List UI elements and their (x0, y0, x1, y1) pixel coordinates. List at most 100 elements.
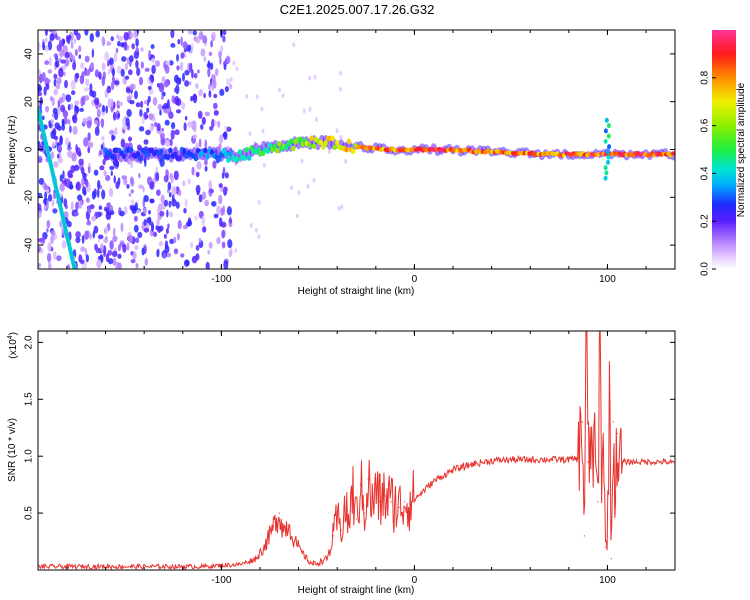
spectrogram-speckle (211, 118, 215, 128)
spectrogram-speckle (212, 160, 217, 169)
spectrogram-speckle (208, 90, 212, 98)
spectrogram-speckle (95, 247, 100, 254)
spectrogram-speckle (41, 115, 45, 121)
figure-title: C2E1.2025.007.17.26.G32 (280, 2, 435, 17)
spectrogram-speckle (56, 77, 62, 85)
snr-data-point (379, 501, 381, 503)
spectrogram-speckle (83, 137, 89, 147)
snr-data-point (301, 552, 304, 554)
spectrogram-speckle (101, 36, 105, 45)
spectrogram-ridge-point (297, 136, 303, 143)
spectrogram-speckle (225, 78, 231, 86)
spectrogram-speckle (47, 40, 53, 51)
spectrogram-speckle (64, 79, 68, 89)
spectrogram-speckle (112, 111, 117, 121)
spectrogram-speckle (203, 56, 207, 62)
spectrogram-streak-point (603, 165, 608, 171)
spectrogram-speckle (213, 102, 218, 110)
spectrogram-speckle (187, 30, 193, 35)
spectrogram-speckle (115, 181, 120, 190)
spectrogram-speckle (48, 260, 51, 269)
spectrogram-speckle (85, 254, 89, 263)
snr-data-point (645, 461, 647, 463)
spectrogram-speckle (62, 170, 65, 180)
spectrogram-speckle (115, 47, 119, 54)
spectrogram-speckle (156, 249, 160, 258)
spectrogram-speckle (190, 242, 194, 248)
spectrogram-speckle (58, 157, 63, 164)
spectrogram-speckle (281, 93, 285, 98)
spectrogram-speckle (292, 42, 296, 48)
spectrogram-speckle (173, 236, 177, 244)
spectrogram-speckle (229, 216, 232, 224)
spectrogram-speckle (262, 162, 266, 168)
spectrogram-speckle (201, 215, 205, 226)
spectrogram-speckle (70, 54, 75, 61)
snr-data-point (294, 540, 296, 543)
spectrogram-streak-point (603, 175, 608, 181)
spectrogram-speckle (86, 119, 92, 129)
spectrogram-speckle (122, 243, 127, 253)
spectrogram-speckle (89, 233, 93, 240)
snr-data-point (577, 457, 580, 460)
spectrogram-speckle (160, 194, 165, 204)
spectrogram-speckle (133, 30, 138, 40)
spectrogram-speckle (213, 93, 218, 99)
spectrogram-ridge-point (203, 147, 208, 154)
spectrogram-speckle (124, 63, 129, 71)
spectrogram-streak-point (606, 159, 610, 165)
snr-data-point (278, 512, 280, 514)
spectrogram-speckle (87, 132, 91, 142)
spectrogram-speckle (193, 36, 197, 42)
spectrogram-speckle (192, 93, 197, 101)
spectrogram-speckle (198, 194, 203, 203)
snr-data-point (332, 535, 334, 537)
spectrogram-x-ticks: -100 0 100 (66, 30, 647, 285)
y-tick-label: 20 (24, 96, 35, 108)
spectrogram-speckle (226, 206, 232, 216)
spectrogram-speckle (51, 141, 56, 148)
spectrogram-speckle (149, 198, 155, 204)
spectrogram-speckle (337, 206, 341, 211)
spectrogram-speckle (107, 249, 113, 256)
spectrogram-speckle (61, 240, 67, 249)
spectrogram-speckle (223, 186, 228, 193)
spectrogram-speckle (184, 80, 190, 87)
spectrogram-speckle (171, 122, 176, 130)
spectrogram-ridge-point (272, 143, 277, 150)
spectrogram-speckle (53, 192, 57, 200)
spectrogram-speckle (56, 44, 63, 52)
spectrogram-speckle (229, 77, 233, 83)
spectrogram-speckle (57, 145, 62, 151)
spectrogram-speckle (119, 210, 125, 217)
spectrogram-speckle (129, 55, 134, 63)
spectrogram-speckle (223, 260, 229, 269)
spectrogram-speckle (127, 235, 134, 243)
spectrogram-speckle (150, 74, 155, 83)
spectrogram-speckle (71, 152, 77, 162)
snr-data-point (471, 463, 473, 465)
snr-data-point (201, 566, 203, 568)
spectrogram-speckle (66, 264, 71, 269)
snr-data-point (591, 444, 593, 446)
spectrogram-speckle (143, 219, 147, 226)
spectrogram-speckle (109, 210, 115, 215)
x-tick-label: 100 (599, 575, 616, 586)
spectrogram-speckle (117, 253, 122, 259)
spectrogram-speckle (104, 226, 108, 236)
spectrogram-speckle (112, 235, 118, 243)
spectrogram-speckle (224, 125, 228, 131)
snr-data-point (491, 460, 493, 462)
spectrogram-speckle (116, 65, 122, 74)
spectrogram-speckle (52, 251, 57, 260)
spectrogram-speckle (70, 201, 74, 211)
spectrogram-speckle (173, 170, 179, 181)
spectrogram-speckle (161, 91, 166, 97)
spectrogram-speckle (73, 30, 78, 36)
spectrogram-speckle (170, 43, 176, 48)
spectrogram-speckle (125, 117, 130, 127)
spectrogram-speckle (82, 117, 88, 125)
spectrogram-speckle (101, 62, 106, 71)
spectrogram-speckle (159, 109, 162, 116)
